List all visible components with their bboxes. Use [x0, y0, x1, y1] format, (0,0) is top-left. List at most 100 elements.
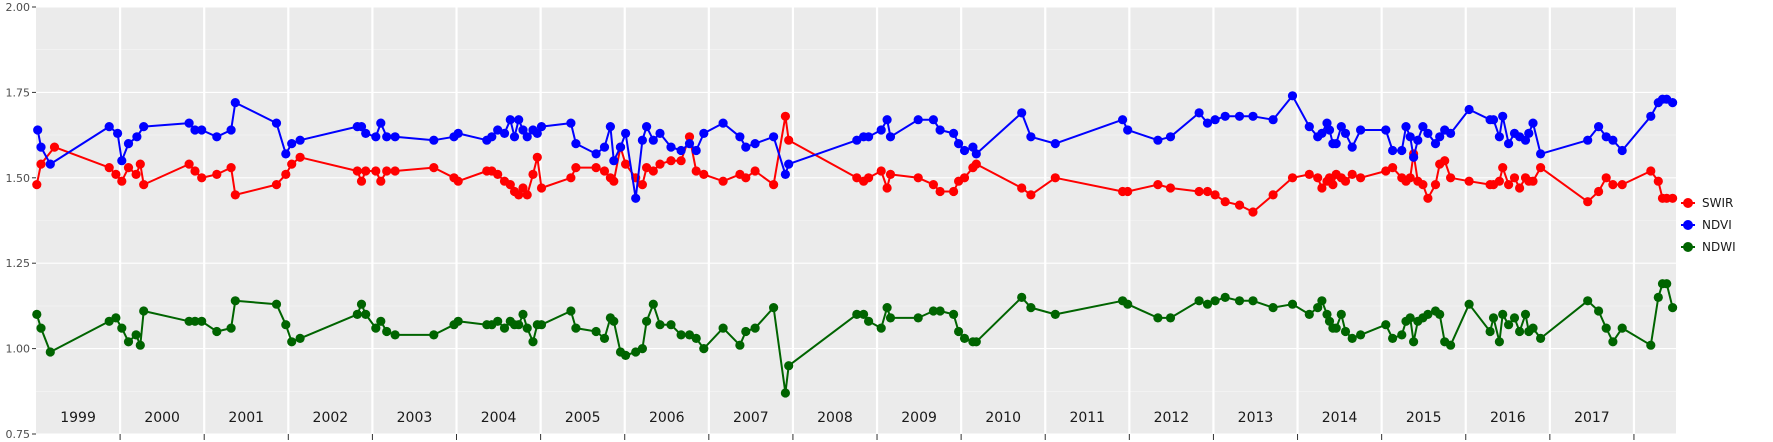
data-point	[852, 135, 862, 145]
data-point	[784, 361, 794, 371]
data-point	[123, 337, 134, 347]
data-point	[453, 316, 463, 326]
data-point	[1601, 173, 1611, 183]
data-point	[718, 118, 728, 128]
data-point	[1194, 108, 1204, 118]
data-point	[571, 139, 581, 149]
data-point	[959, 173, 970, 183]
data-point	[281, 320, 291, 330]
year-label: 2006	[649, 410, 685, 426]
data-point	[591, 163, 601, 173]
data-point	[968, 142, 978, 152]
data-point	[949, 128, 959, 138]
data-point	[361, 128, 371, 138]
data-point	[1220, 197, 1230, 207]
data-point	[637, 344, 648, 354]
data-point	[1488, 313, 1499, 323]
data-point	[528, 337, 538, 347]
year-label: 2000	[144, 410, 180, 426]
data-point	[1536, 163, 1546, 173]
data-point	[666, 142, 676, 152]
data-point	[676, 156, 686, 166]
data-point	[1515, 183, 1525, 193]
data-point	[1248, 207, 1258, 217]
data-point	[959, 333, 970, 343]
data-point	[453, 128, 463, 138]
data-point	[1026, 190, 1036, 200]
data-point	[32, 180, 42, 190]
data-point	[1287, 173, 1298, 183]
data-point	[226, 125, 236, 135]
legend-key-point	[1683, 198, 1693, 208]
data-point	[1153, 180, 1163, 190]
data-point	[132, 132, 142, 142]
data-point	[642, 316, 652, 326]
data-point	[609, 156, 619, 166]
data-point	[1528, 323, 1538, 333]
data-point	[1405, 132, 1415, 142]
data-point	[1336, 309, 1346, 319]
data-point	[287, 337, 297, 347]
data-point	[429, 163, 439, 173]
data-point	[885, 132, 896, 142]
data-point	[571, 163, 581, 173]
data-point	[1583, 296, 1593, 306]
data-point	[684, 132, 695, 142]
data-point	[954, 139, 964, 149]
data-point	[382, 132, 392, 142]
data-point	[1617, 323, 1627, 333]
data-point	[735, 340, 745, 350]
year-label: 2002	[313, 410, 349, 426]
data-point	[913, 173, 923, 183]
data-point	[1234, 296, 1245, 306]
data-point	[522, 190, 532, 200]
data-point	[1388, 145, 1398, 156]
data-point	[139, 122, 149, 132]
data-point	[49, 142, 60, 152]
data-point	[949, 309, 959, 319]
y-tick-label: 1.00	[6, 343, 31, 356]
data-point	[1498, 111, 1508, 121]
y-tick-label: 1.75	[6, 86, 31, 99]
data-point	[36, 142, 46, 152]
data-point	[1397, 145, 1407, 156]
data-point	[876, 125, 886, 135]
data-point	[1340, 128, 1351, 138]
data-point	[1446, 340, 1456, 350]
data-point	[1313, 173, 1323, 183]
data-point	[621, 128, 631, 138]
data-point	[131, 169, 141, 179]
data-point	[1331, 323, 1341, 333]
data-point	[1026, 132, 1036, 142]
data-point	[509, 132, 520, 142]
data-point	[666, 156, 676, 166]
data-point	[522, 323, 532, 333]
data-point	[1524, 128, 1534, 138]
data-point	[1165, 313, 1176, 323]
data-point	[271, 180, 282, 190]
data-point	[1336, 122, 1346, 132]
y-tick-label: 2.00	[6, 1, 31, 14]
data-point	[691, 166, 701, 176]
data-point	[1304, 309, 1314, 319]
data-point	[212, 132, 222, 142]
data-point	[1340, 326, 1351, 337]
data-point	[528, 169, 538, 179]
data-point	[1050, 139, 1060, 149]
data-point	[1165, 183, 1176, 193]
data-point	[648, 299, 658, 309]
data-point	[852, 309, 862, 319]
data-point	[1268, 115, 1278, 125]
data-point	[1165, 132, 1176, 142]
data-point	[493, 169, 503, 179]
data-point	[852, 173, 862, 183]
data-point	[864, 316, 874, 326]
data-point	[1668, 303, 1678, 313]
data-point	[1381, 320, 1391, 330]
year-label: 2013	[1238, 410, 1274, 426]
legend-label: SWIR	[1702, 196, 1733, 210]
data-point	[226, 163, 236, 173]
data-point	[287, 159, 297, 169]
data-point	[514, 320, 524, 330]
data-point	[230, 190, 240, 200]
